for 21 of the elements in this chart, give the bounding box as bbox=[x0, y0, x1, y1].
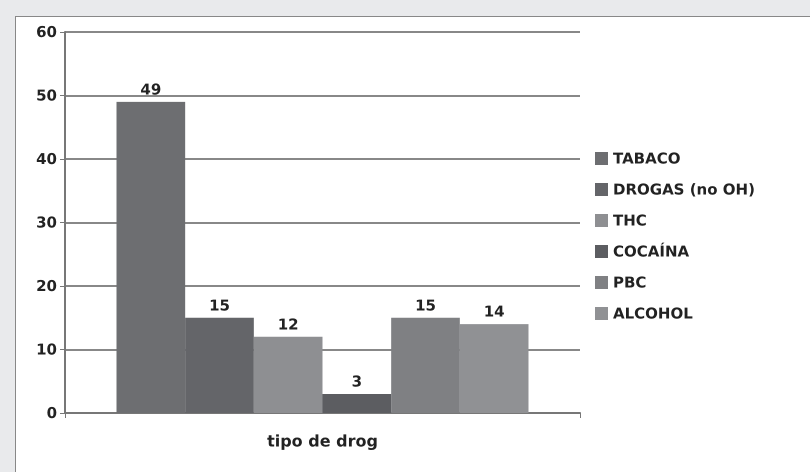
bar bbox=[322, 394, 392, 413]
legend-label: THC bbox=[613, 212, 647, 230]
y-tick-label: 50 bbox=[36, 86, 57, 104]
legend-label: ALCOHOL bbox=[613, 304, 694, 322]
y-tick-label: 60 bbox=[36, 23, 57, 41]
legend-label: COCAÍNA bbox=[613, 242, 690, 260]
y-tick-label: 30 bbox=[36, 214, 57, 232]
legend-label: TABACO bbox=[613, 150, 680, 168]
data-label: 49 bbox=[140, 80, 162, 98]
data-label: 15 bbox=[415, 296, 436, 314]
y-tick-label: 20 bbox=[36, 277, 57, 295]
legend-label: PBC bbox=[613, 274, 646, 292]
y-tick-label: 40 bbox=[36, 150, 57, 168]
data-label: 3 bbox=[352, 372, 362, 390]
data-label: 15 bbox=[209, 296, 230, 314]
y-tick-label: 10 bbox=[36, 340, 57, 358]
data-label: 14 bbox=[484, 302, 505, 321]
x-tick-label: tipo de drog bbox=[267, 432, 378, 450]
y-tick-label: 0 bbox=[46, 404, 57, 422]
data-label: 12 bbox=[278, 315, 299, 334]
legend-label: DROGAS (no OH) bbox=[613, 180, 755, 198]
